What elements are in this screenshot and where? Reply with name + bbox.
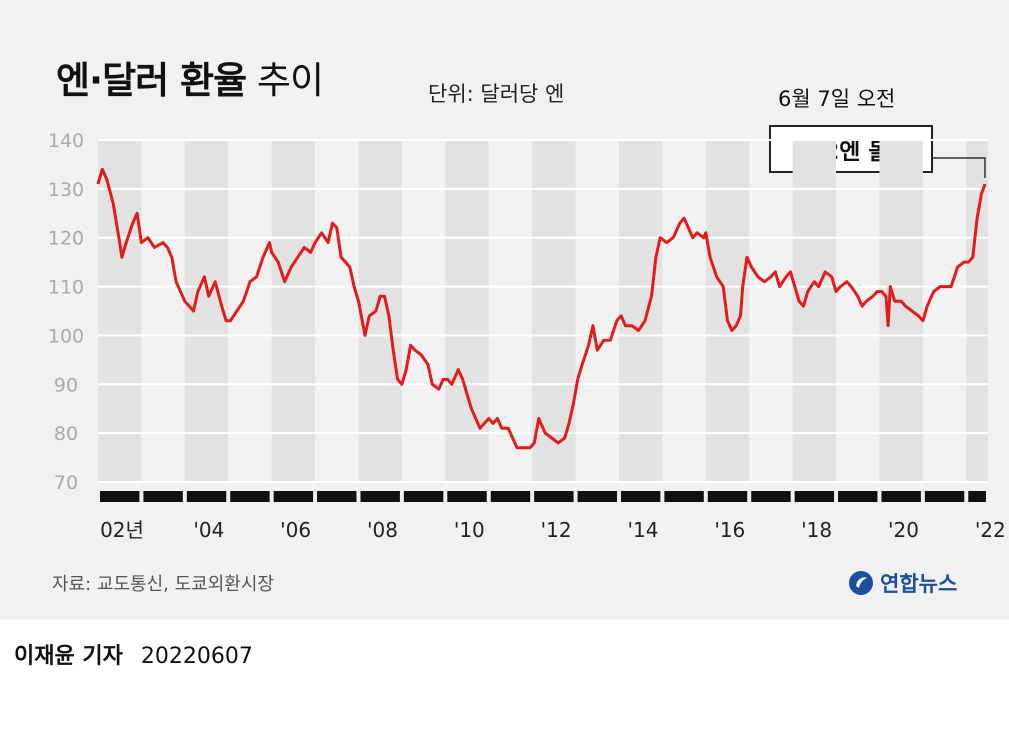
year-bar	[100, 491, 140, 502]
x-tick-label: '04	[193, 518, 224, 542]
year-stripe	[532, 140, 576, 482]
year-bar	[838, 491, 878, 502]
year-stripe	[618, 140, 663, 482]
year-bar	[924, 491, 965, 502]
x-tick-label: '08	[367, 518, 398, 542]
horizontal-gridlines	[98, 139, 988, 483]
year-bar	[317, 491, 357, 502]
y-axis-ticks: 140 130 120 110 100 90 80 70	[48, 130, 84, 494]
year-bar	[707, 491, 748, 502]
x-tick-label: '14	[627, 518, 658, 542]
year-stripe	[792, 140, 837, 482]
year-stripe	[271, 140, 316, 482]
x-tick-label: '18	[801, 518, 832, 542]
byline: 이재윤 기자 20220607	[14, 638, 253, 670]
x-tick-label: '22	[975, 518, 1006, 542]
annotation-date: 6월 7일 오전	[778, 87, 896, 111]
year-bar	[186, 491, 227, 502]
year-bar	[881, 491, 921, 502]
x-axis-bars	[100, 491, 986, 502]
y-tick-label: 90	[54, 374, 78, 396]
series-line-usd-jpy	[96, 167, 987, 450]
y-tick-label: 120	[48, 228, 84, 250]
author-name: 이재윤 기자	[14, 644, 123, 669]
x-tick-label: '20	[888, 518, 919, 542]
year-bar	[968, 491, 986, 502]
chart-panel	[0, 0, 1009, 620]
chart-title: 엔·달러 환율 추이	[56, 50, 324, 104]
x-tick-label: '16	[714, 518, 745, 542]
year-bar	[273, 491, 314, 502]
year-bar	[751, 491, 791, 502]
y-tick-label: 100	[48, 325, 84, 347]
yonhap-logo-icon	[849, 571, 873, 595]
year-bar	[577, 491, 617, 502]
y-tick-label: 110	[48, 277, 84, 299]
y-tick-label: 140	[48, 130, 84, 152]
year-bar	[447, 491, 487, 502]
x-tick-label: '10	[454, 518, 485, 542]
year-bar	[143, 491, 183, 502]
yonhap-logo: 연합뉴스	[848, 568, 957, 598]
unit-label: 단위: 달러당 엔	[428, 82, 565, 106]
year-stripe	[98, 140, 142, 482]
year-bar	[490, 491, 531, 502]
year-stripe	[358, 140, 402, 482]
x-tick-label: 02년	[100, 518, 144, 542]
year-bar	[403, 491, 444, 502]
title-bold: 엔·달러 환율	[56, 59, 247, 102]
year-bar	[664, 491, 704, 502]
year-bar	[534, 491, 574, 502]
x-axis-ticks: 02년 '04 '06 '08 '10 '12 '14 '16 '18 '20 '22	[100, 518, 1006, 542]
x-tick-label: '06	[280, 518, 311, 542]
y-tick-label: 130	[48, 179, 84, 201]
year-stripe	[966, 140, 988, 482]
year-bar	[360, 491, 400, 502]
x-tick-label: '12	[541, 518, 572, 542]
year-bar	[230, 491, 270, 502]
year-bar	[620, 491, 661, 502]
year-stripe	[445, 140, 489, 482]
annotation-connector	[933, 157, 986, 178]
year-bar	[794, 491, 835, 502]
y-tick-label: 80	[54, 423, 78, 445]
logo-text: 연합뉴스	[880, 572, 958, 596]
y-tick-label: 70	[54, 472, 78, 494]
publish-date: 20220607	[140, 644, 253, 669]
title-light: 추이	[256, 59, 324, 102]
line-chart: 140 130 120 110 100 90 80 70 02년 '04 '06 '08 '10 '12…	[48, 130, 1006, 542]
source-text: 자료: 교도통신, 도쿄외환시장	[52, 574, 274, 595]
